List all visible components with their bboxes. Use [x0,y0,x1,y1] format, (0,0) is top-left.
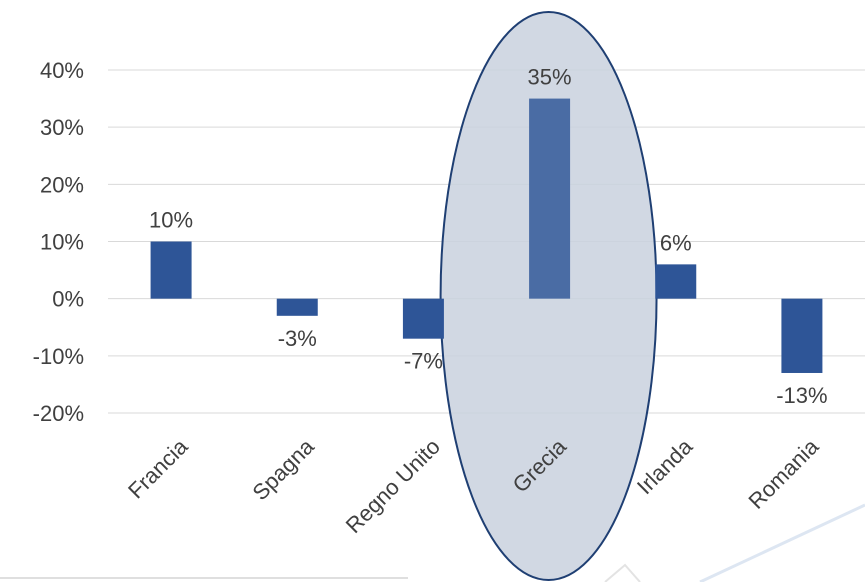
category-label: Francia [123,433,193,503]
decor-stroke [604,563,641,582]
data-label: 35% [528,65,572,90]
y-tick-labels: 40% 30% 20% 10% 0% -10% -20% [33,58,84,426]
y-tick-label: 10% [40,230,84,255]
y-tick-label: 40% [40,58,84,83]
bottom-decoration [0,503,865,582]
y-tick-label: 20% [40,172,84,197]
data-label: 6% [660,230,692,255]
bar-romania [781,298,823,373]
bar-regno-unito [402,298,444,339]
data-label: -3% [278,326,317,351]
bar-francia [150,241,192,299]
data-label: -7% [404,349,443,374]
bar-grecia [529,98,571,299]
y-tick-label: 0% [52,287,84,312]
data-label: 10% [149,208,193,233]
y-tick-label: -20% [33,401,84,426]
decor-stroke [699,503,865,582]
bar-spagna [276,298,318,316]
bars [150,98,823,373]
data-labels: 10% -3% -7% 35% 6% -13% [149,65,828,408]
category-label: Romania [744,433,824,513]
bar-irlanda [655,264,697,299]
category-label: Regno Unito [341,434,445,538]
data-label: -13% [776,383,827,408]
y-tick-label: 30% [40,115,84,140]
y-tick-label: -10% [33,344,84,369]
category-label: Spagna [247,433,319,505]
